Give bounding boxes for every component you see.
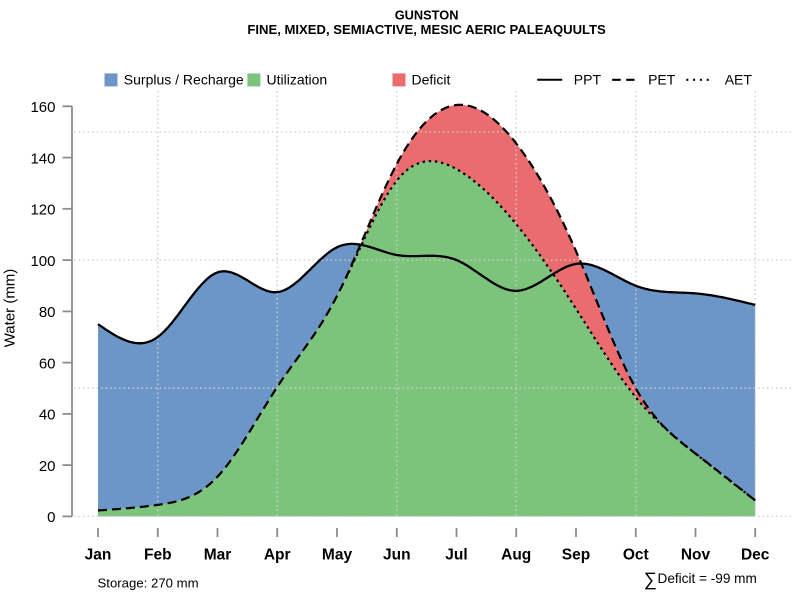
svg-text:Feb: Feb <box>144 547 172 564</box>
svg-text:100: 100 <box>30 253 55 270</box>
svg-text:Sep: Sep <box>562 547 590 564</box>
svg-text:GUNSTON: GUNSTON <box>395 8 459 23</box>
svg-text:Oct: Oct <box>623 547 649 564</box>
svg-text:140: 140 <box>30 150 55 167</box>
svg-text:Deficit = -99 mm: Deficit = -99 mm <box>658 571 757 586</box>
svg-text:Water (mm): Water (mm) <box>2 269 19 348</box>
svg-text:Jun: Jun <box>383 547 411 564</box>
svg-text:May: May <box>322 547 353 564</box>
svg-text:Deficit: Deficit <box>412 71 451 87</box>
svg-text:20: 20 <box>39 458 56 475</box>
svg-text:120: 120 <box>30 202 55 219</box>
svg-text:Storage: 270 mm: Storage: 270 mm <box>98 575 199 590</box>
svg-text:Apr: Apr <box>264 547 291 564</box>
svg-text:Utilization: Utilization <box>267 71 328 87</box>
svg-text:Mar: Mar <box>204 547 232 564</box>
svg-text:Dec: Dec <box>741 547 770 564</box>
svg-text:Nov: Nov <box>681 547 711 564</box>
svg-text:FINE, MIXED, SEMIACTIVE, MESIC: FINE, MIXED, SEMIACTIVE, MESIC AERIC PAL… <box>247 22 606 37</box>
svg-text:Surplus / Recharge: Surplus / Recharge <box>124 71 244 87</box>
svg-text:80: 80 <box>39 304 56 321</box>
svg-text:PET: PET <box>648 71 676 87</box>
svg-text:0: 0 <box>47 509 55 526</box>
svg-text:Aug: Aug <box>501 547 531 564</box>
svg-text:60: 60 <box>39 355 56 372</box>
svg-text:∑: ∑ <box>644 568 657 589</box>
svg-text:40: 40 <box>39 407 56 424</box>
svg-text:Jan: Jan <box>85 547 112 564</box>
svg-text:PPT: PPT <box>574 71 602 87</box>
svg-text:160: 160 <box>30 99 55 116</box>
svg-text:AET: AET <box>725 71 753 87</box>
svg-text:Jul: Jul <box>445 547 467 564</box>
